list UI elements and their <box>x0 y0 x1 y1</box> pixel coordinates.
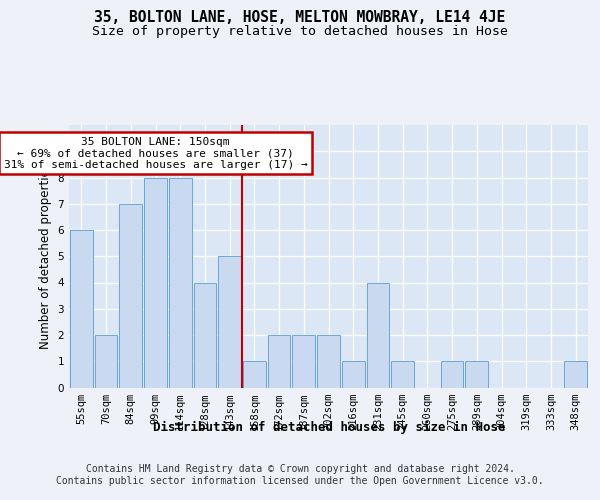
Bar <box>218 256 241 388</box>
Bar <box>292 335 315 388</box>
Bar <box>317 335 340 388</box>
Text: Size of property relative to detached houses in Hose: Size of property relative to detached ho… <box>92 25 508 38</box>
Bar <box>342 361 365 388</box>
Bar <box>441 361 463 388</box>
Bar <box>194 282 216 388</box>
Bar <box>169 178 191 388</box>
Bar <box>70 230 93 388</box>
Bar <box>466 361 488 388</box>
Text: Distribution of detached houses by size in Hose: Distribution of detached houses by size … <box>152 421 505 434</box>
Bar <box>144 178 167 388</box>
Text: 35, BOLTON LANE, HOSE, MELTON MOWBRAY, LE14 4JE: 35, BOLTON LANE, HOSE, MELTON MOWBRAY, L… <box>94 10 506 25</box>
Bar <box>95 335 118 388</box>
Text: 35 BOLTON LANE: 150sqm
← 69% of detached houses are smaller (37)
31% of semi-det: 35 BOLTON LANE: 150sqm ← 69% of detached… <box>4 137 307 170</box>
Bar <box>243 361 266 388</box>
Text: Contains HM Land Registry data © Crown copyright and database right 2024.
Contai: Contains HM Land Registry data © Crown c… <box>56 464 544 485</box>
Bar <box>564 361 587 388</box>
Bar <box>391 361 414 388</box>
Bar <box>119 204 142 388</box>
Y-axis label: Number of detached properties: Number of detached properties <box>39 163 52 349</box>
Bar <box>367 282 389 388</box>
Bar <box>268 335 290 388</box>
